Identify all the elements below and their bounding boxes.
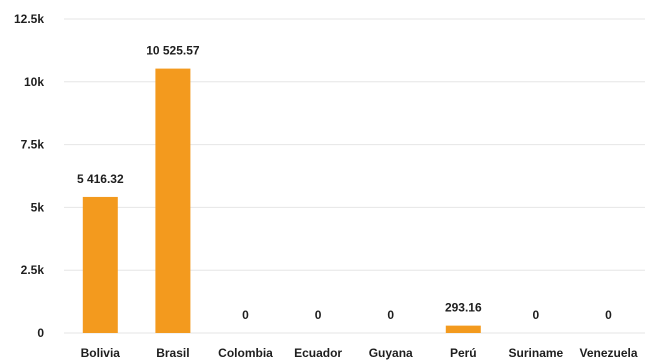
data-label: 5 416.32 bbox=[77, 172, 124, 186]
data-label: 0 bbox=[387, 308, 394, 322]
data-label: 0 bbox=[315, 308, 322, 322]
x-category-label: Ecuador bbox=[294, 346, 342, 360]
x-category-label: Bolivia bbox=[81, 346, 121, 360]
y-tick-label: 7.5k bbox=[21, 138, 45, 152]
bar-perú bbox=[445, 325, 481, 333]
y-tick-label: 12.5k bbox=[14, 12, 44, 26]
x-category-label: Guyana bbox=[369, 346, 413, 360]
x-category-label: Brasil bbox=[156, 346, 189, 360]
x-category-label: Venezuela bbox=[579, 346, 637, 360]
y-tick-label: 0 bbox=[37, 326, 44, 340]
y-axis-ticks: 0 2.5k 5k 7.5k 10k 12.5k bbox=[14, 12, 44, 340]
grid-lines bbox=[64, 18, 645, 334]
data-label: 0 bbox=[605, 308, 612, 322]
x-category-label: Colombia bbox=[218, 346, 273, 360]
data-label: 10 525.57 bbox=[146, 44, 200, 58]
x-axis-categories: Bolivia Brasil Colombia Ecuador Guyana Perú Su… bbox=[81, 346, 638, 360]
data-label: 293.16 bbox=[445, 301, 482, 315]
bar-bolivia bbox=[82, 196, 118, 333]
bars bbox=[82, 68, 481, 333]
bar-brasil bbox=[155, 68, 191, 333]
data-labels: 5 416.32 10 525.57 0 0 0 293.16 0 0 bbox=[77, 44, 612, 322]
data-label: 0 bbox=[533, 308, 540, 322]
y-tick-label: 2.5k bbox=[21, 263, 45, 277]
y-tick-label: 5k bbox=[31, 200, 45, 214]
y-tick-label: 10k bbox=[24, 75, 44, 89]
x-category-label: Suriname bbox=[509, 346, 564, 360]
data-label: 0 bbox=[242, 308, 249, 322]
x-category-label: Perú bbox=[450, 346, 477, 360]
